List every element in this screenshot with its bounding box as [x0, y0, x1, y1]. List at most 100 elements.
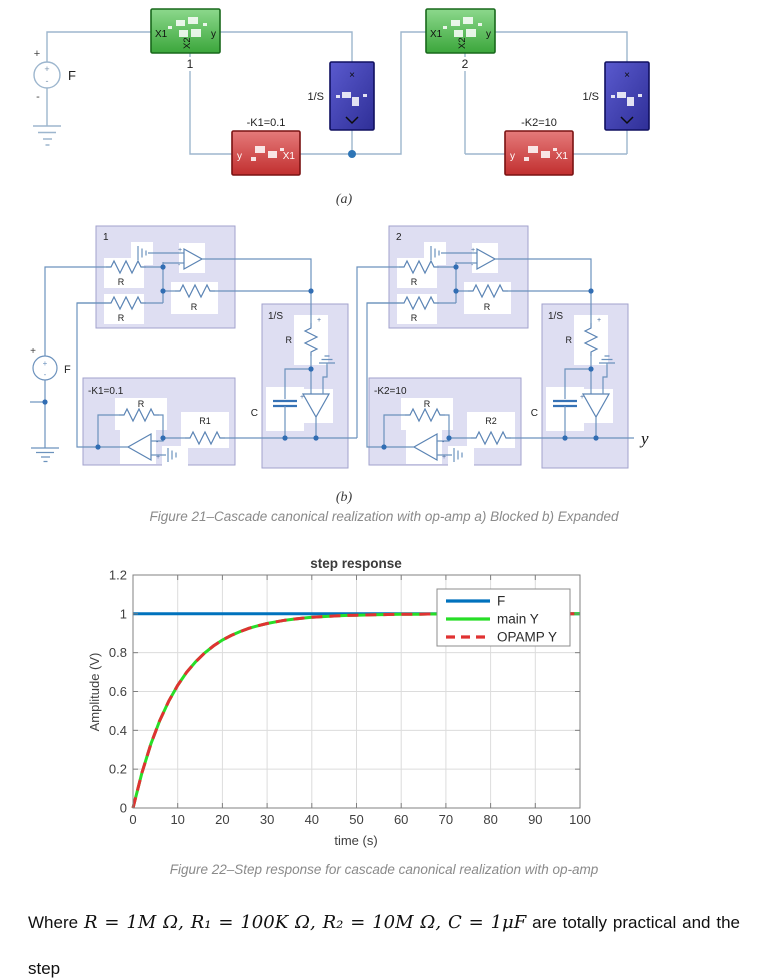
svg-text:0.2: 0.2: [109, 762, 127, 777]
gain-block-2: y X1 -K2=10: [504, 117, 574, 176]
resistor-label: R1: [199, 416, 211, 426]
source-plus-mark: +: [30, 346, 36, 357]
chart-title: step response: [310, 556, 402, 571]
port-x1: X1: [283, 151, 296, 162]
reference-icon: [167, 448, 177, 462]
integrator-label: 1/S: [548, 311, 563, 322]
junction-dots: [42, 264, 599, 450]
integrator-2-internals: 1/S R C + +: [531, 311, 615, 438]
svg-text:0.8: 0.8: [109, 645, 127, 660]
chart-axes: 0 10 20 30 40 50 60 70 80 90 100 0 0.2 0.4 0.6 0.8 1 1.2: [109, 568, 591, 828]
ground-icon: [319, 355, 335, 364]
voltage-source-symbol: + - + F: [30, 266, 106, 463]
opamp-icon: [126, 432, 152, 462]
gain-1-internals: -K1=0.1 R - + R1: [76, 302, 357, 462]
block-number-1: 1: [187, 57, 194, 71]
svg-text:+: +: [156, 454, 160, 461]
port-x1: X1: [430, 29, 443, 40]
gain2-label: -K2=10: [374, 386, 407, 397]
gain1-label: -K1=0.1: [247, 117, 286, 129]
sublabel-b: (b): [336, 490, 353, 505]
svg-text:1: 1: [120, 606, 127, 621]
svg-text:0: 0: [129, 812, 136, 827]
box-number: 2: [396, 232, 402, 243]
integrator-in-port: ×: [624, 70, 630, 81]
svg-text:-: -: [471, 262, 474, 269]
source-plus-mark: +: [34, 48, 40, 60]
resistor-label: R: [118, 313, 125, 323]
capacitor-label: C: [531, 408, 538, 419]
source-label: F: [64, 364, 71, 376]
x-axis-label: time (s): [334, 833, 377, 848]
svg-text:10: 10: [170, 812, 184, 827]
paragraph-line-1: Where R = 1M Ω, R₁ = 100K Ω, R₂ = 10M Ω,…: [28, 900, 740, 978]
svg-text:OPAMP Y: OPAMP Y: [497, 630, 557, 645]
svg-text:-: -: [156, 439, 159, 446]
integrator-out-port-icon: [345, 116, 359, 125]
resistor-label: R: [424, 399, 431, 409]
reference-icon: [453, 448, 463, 462]
svg-text:30: 30: [260, 812, 274, 827]
integrator-out-port-icon: [620, 116, 634, 125]
subsystem-icon: [443, 17, 482, 37]
svg-text:40: 40: [305, 812, 319, 827]
svg-text:70: 70: [439, 812, 453, 827]
svg-text:50: 50: [349, 812, 363, 827]
port-y: y: [510, 151, 515, 162]
port-x1: X1: [155, 29, 168, 40]
figure21-caption: Figure 21–Cascade canonical realization …: [149, 509, 619, 524]
figure22-caption: Figure 22–Step response for cascade cano…: [169, 862, 599, 877]
integrator-label-2: 1/S: [582, 91, 599, 103]
resistor-label: R: [286, 335, 293, 345]
voltage-source-symbol: + - + - F: [33, 48, 76, 146]
resistor-label: R: [118, 277, 125, 287]
opamp-icon: [476, 247, 497, 271]
system-block-2: X1 y X2 2: [425, 8, 496, 71]
ground-icon: [31, 447, 59, 463]
svg-text:+: +: [300, 394, 304, 401]
gain1-label: -K1=0.1: [88, 386, 124, 397]
resistor-label: R: [138, 399, 145, 409]
opamp-icon: [301, 393, 331, 419]
svg-text:+: +: [471, 247, 475, 254]
resistor-label: R: [411, 277, 418, 287]
subsystem-icon: [336, 92, 367, 106]
svg-text:20: 20: [215, 812, 229, 827]
port-x1: X1: [556, 151, 569, 162]
ground-icon: [33, 125, 61, 146]
resistor-label: R: [566, 335, 573, 345]
box-number: 1: [103, 232, 109, 243]
source-plus-inner: +: [43, 359, 48, 368]
svg-text:+: +: [442, 454, 446, 461]
svg-text:-: -: [44, 370, 47, 379]
stage-link-wire: [356, 266, 399, 438]
step-response-chart: 0 10 20 30 40 50 60 70 80 90 10000.20.40.60.811.2 …: [87, 556, 591, 848]
svg-text:F: F: [497, 594, 505, 609]
svg-text:80: 80: [483, 812, 497, 827]
svg-text:60: 60: [394, 812, 408, 827]
port-x2: X2: [457, 37, 468, 49]
resistor-label: R2: [485, 416, 497, 426]
source-minus-inner: -: [46, 76, 49, 86]
svg-text:0.4: 0.4: [109, 723, 127, 738]
svg-text:0: 0: [120, 801, 127, 816]
resistor-label: R: [411, 313, 418, 323]
junction-dot: [348, 150, 356, 158]
ground-icon: [599, 355, 615, 364]
reference-icon: [137, 246, 147, 260]
resistor-label: R: [484, 302, 491, 312]
paragraph-suffix: are totally practical and the step: [28, 913, 741, 978]
subsystem-icon: [168, 17, 207, 37]
opamp-icon: [412, 432, 438, 462]
svg-text:+: +: [597, 317, 601, 324]
gain-2-internals: -K2=10 R - + R2: [366, 302, 634, 462]
port-x2: X2: [182, 37, 193, 49]
body-paragraph: Where R = 1M Ω, R₁ = 100K Ω, R₂ = 10M Ω,…: [28, 900, 740, 978]
output-label: y: [639, 429, 649, 448]
integrator-block-1: × 1/S: [307, 61, 375, 131]
integrator-block-2: × 1/S: [582, 61, 650, 131]
resistor-label: R: [191, 302, 198, 312]
paragraph-prefix: Where: [28, 913, 79, 932]
